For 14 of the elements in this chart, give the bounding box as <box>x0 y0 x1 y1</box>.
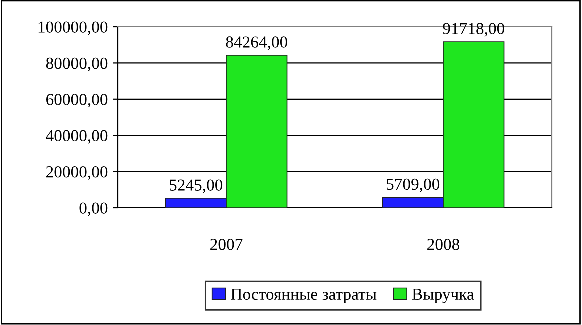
data-label: 5245,00 <box>170 180 223 194</box>
data-label: 84264,00 <box>226 36 288 50</box>
y-tick-label: 40000,00 <box>46 130 108 144</box>
y-tick-label: 0,00 <box>80 202 108 216</box>
y-tick-label: 60000,00 <box>46 94 108 108</box>
y-tick-label: 20000,00 <box>46 166 108 180</box>
x-tick-label: 2007 <box>210 239 243 250</box>
x-tick-label: 2008 <box>428 239 460 250</box>
y-tick-label: 80000,00 <box>46 58 108 72</box>
y-tick-label: 100000,00 <box>38 22 108 36</box>
data-label: 91718,00 <box>443 23 504 37</box>
data-label: 5709,00 <box>387 178 440 193</box>
legend-label: Выручка <box>412 288 474 304</box>
legend-label: Постоянные затраты <box>231 288 377 304</box>
